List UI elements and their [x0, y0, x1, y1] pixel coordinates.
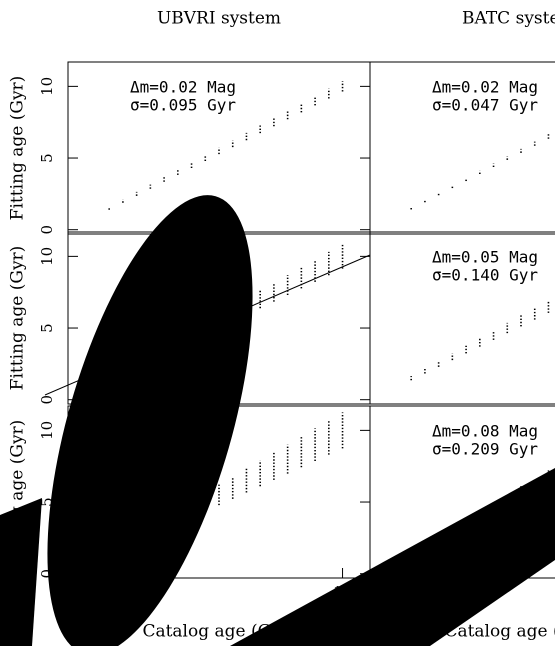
y-tick-label: 0: [38, 395, 56, 405]
y-tick-label: 5: [38, 153, 56, 163]
column-title: BATC system: [462, 9, 555, 29]
annotation: σ=0.095 Gyr: [130, 96, 236, 115]
annotation: Δm=0.02 Mag: [130, 78, 236, 97]
y-axis-label: Fitting age (Gyr): [8, 76, 28, 221]
artifacts: [0, 174, 555, 646]
y-tick-label: 10: [38, 77, 56, 96]
blot: [0, 498, 42, 646]
blot: [230, 468, 555, 646]
annotation: σ=0.047 Gyr: [432, 96, 538, 115]
annotation: σ=0.209 Gyr: [432, 440, 538, 459]
annotation: σ=0.140 Gyr: [432, 266, 538, 285]
blot: [6, 174, 295, 646]
y-tick-label: 5: [38, 323, 56, 333]
y-tick-label: 10: [38, 421, 56, 440]
y-tick-label: 10: [38, 247, 56, 266]
column-title: UBVRI system: [157, 9, 281, 29]
annotation: Δm=0.02 Mag: [432, 78, 538, 97]
annotation: Δm=0.08 Mag: [432, 422, 538, 441]
annotation: Δm=0.05 Mag: [432, 248, 538, 267]
y-tick-label: 0: [38, 225, 56, 235]
figure: UBVRI system BATC system 0 5 10 Fitting age…: [0, 0, 555, 646]
y-axis-label: Fitting age (Gyr): [8, 246, 28, 391]
